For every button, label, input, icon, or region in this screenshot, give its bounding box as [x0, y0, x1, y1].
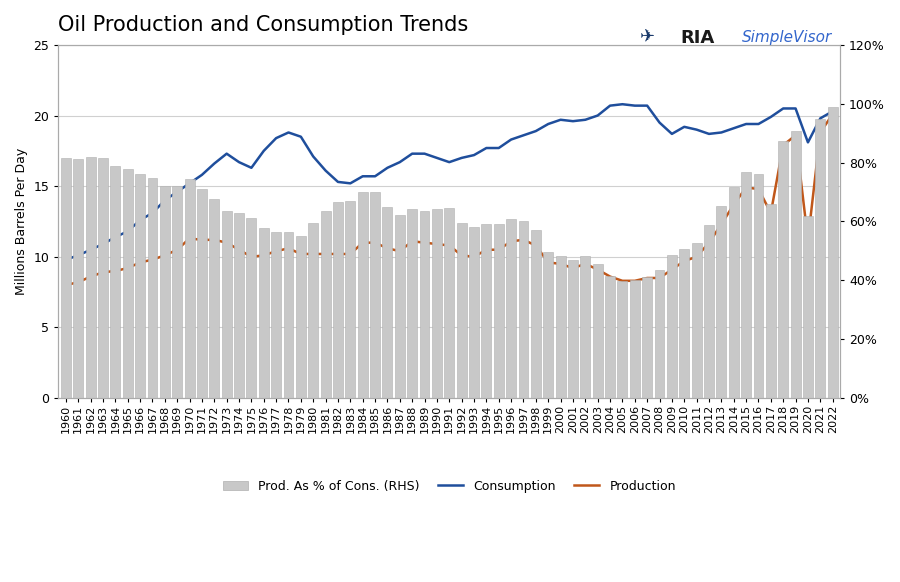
Bar	[221, 211, 231, 398]
Bar	[395, 215, 405, 398]
Bar	[73, 159, 83, 398]
Bar	[667, 255, 677, 398]
Bar	[544, 253, 554, 398]
Bar	[456, 223, 466, 398]
Bar	[643, 277, 652, 398]
Bar	[234, 213, 244, 398]
Line: Consumption: Consumption	[66, 104, 833, 260]
Bar	[172, 186, 182, 398]
Bar	[742, 172, 751, 398]
Bar	[568, 260, 578, 398]
Bar	[346, 201, 356, 398]
Bar	[506, 219, 516, 398]
Consumption	[444, 159, 454, 166]
Bar	[617, 281, 627, 398]
Bar	[259, 228, 269, 398]
Bar	[419, 211, 429, 398]
Production	[592, 266, 603, 273]
Consumption	[295, 133, 306, 140]
Bar	[210, 200, 220, 398]
Consumption	[827, 108, 838, 115]
Production	[827, 111, 838, 118]
Bar	[555, 256, 565, 398]
Bar	[122, 169, 132, 398]
Bar	[111, 166, 121, 398]
Bar	[790, 131, 800, 398]
Text: Oil Production and Consumption Trends: Oil Production and Consumption Trends	[58, 15, 469, 35]
Consumption	[271, 134, 282, 141]
Bar	[716, 205, 726, 398]
Bar	[680, 250, 689, 398]
Bar	[766, 204, 776, 398]
Bar	[309, 223, 319, 398]
Consumption	[814, 115, 825, 122]
Bar	[407, 209, 417, 398]
Bar	[494, 223, 504, 398]
Consumption	[617, 101, 628, 108]
Bar	[247, 218, 256, 398]
Production	[419, 239, 430, 246]
Legend: Prod. As % of Cons. (RHS), Consumption, Production: Prod. As % of Cons. (RHS), Consumption, …	[218, 475, 680, 498]
Bar	[580, 256, 590, 398]
Bar	[692, 243, 702, 398]
Bar	[605, 276, 615, 398]
Production	[444, 242, 454, 249]
Text: ✈: ✈	[641, 29, 655, 47]
Bar	[284, 232, 293, 398]
Bar	[815, 119, 825, 398]
Bar	[333, 202, 343, 398]
Bar	[778, 141, 788, 398]
Bar	[704, 225, 714, 398]
Bar	[531, 230, 541, 398]
Bar	[160, 186, 170, 398]
Production	[271, 248, 282, 255]
Bar	[86, 157, 95, 398]
Bar	[432, 210, 442, 398]
Text: SimpleVisor: SimpleVisor	[742, 30, 833, 45]
Bar	[320, 211, 330, 398]
Line: Production: Production	[66, 114, 833, 285]
Production	[295, 250, 306, 257]
Bar	[753, 173, 763, 398]
Bar	[382, 207, 392, 398]
Bar	[148, 178, 157, 398]
Bar	[445, 208, 455, 398]
Bar	[803, 216, 813, 398]
Production	[814, 129, 825, 136]
Y-axis label: Millions Barrels Per Day: Millions Barrels Per Day	[15, 148, 28, 295]
Bar	[135, 174, 145, 398]
Bar	[630, 280, 640, 398]
Bar	[593, 264, 603, 398]
Text: RIA: RIA	[680, 29, 715, 47]
Bar	[296, 236, 306, 398]
Consumption	[60, 256, 71, 263]
Bar	[61, 158, 71, 398]
Bar	[729, 187, 739, 398]
Bar	[98, 158, 108, 398]
Bar	[370, 191, 380, 398]
Bar	[828, 107, 838, 398]
Production	[60, 282, 71, 289]
Bar	[518, 221, 528, 398]
Consumption	[419, 150, 430, 157]
Bar	[358, 191, 368, 398]
Bar	[482, 223, 491, 398]
Bar	[469, 227, 479, 398]
Bar	[197, 189, 207, 398]
Bar	[184, 179, 194, 398]
Bar	[271, 232, 281, 398]
Bar	[654, 269, 664, 398]
Consumption	[592, 112, 603, 119]
